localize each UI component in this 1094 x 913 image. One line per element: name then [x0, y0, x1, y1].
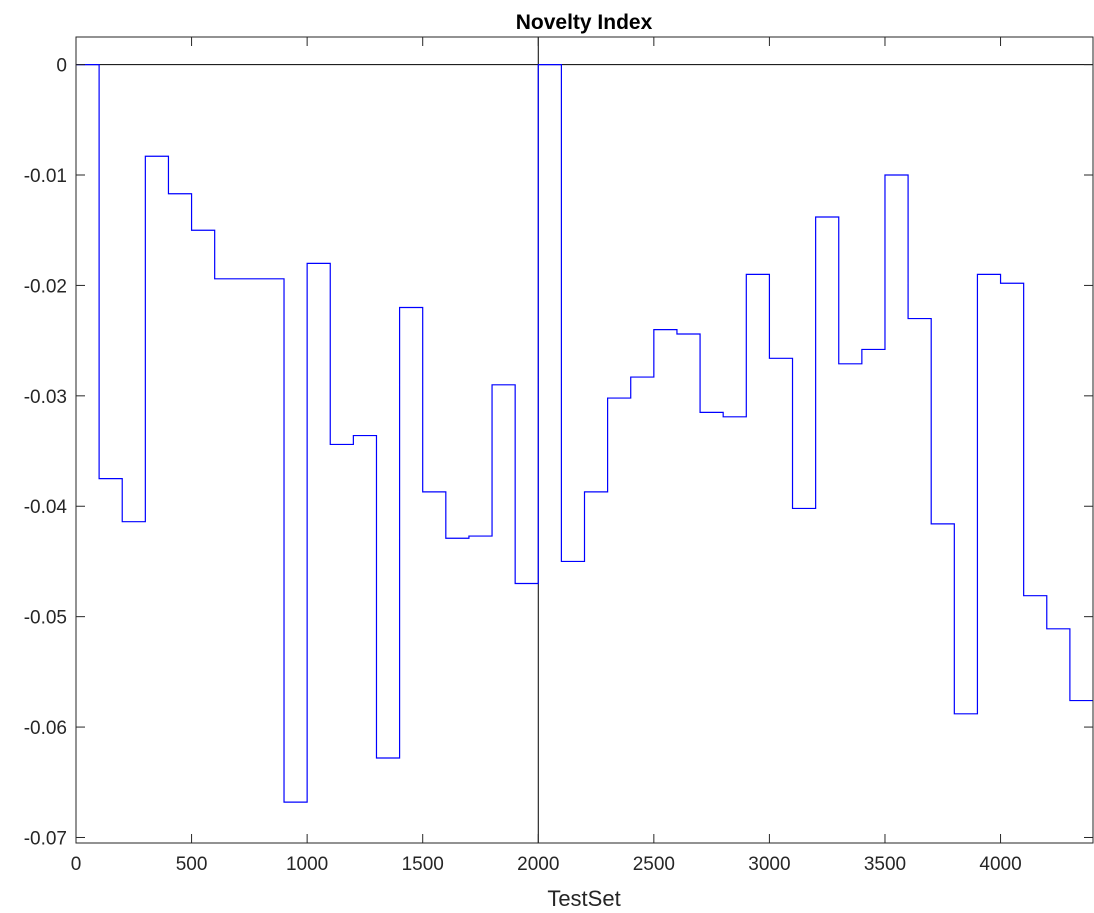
x-tick-label: 1000 [286, 854, 328, 875]
y-tick-label: 0 [56, 56, 67, 77]
plot-area [76, 37, 1093, 843]
plot-frame [75, 36, 1094, 844]
y-tick-label: -0.02 [24, 276, 67, 297]
y-tick-label: -0.01 [24, 166, 67, 187]
y-tick-label: -0.07 [24, 828, 67, 849]
x-tick-label: 2000 [517, 854, 559, 875]
y-tick-label: -0.04 [24, 497, 68, 518]
series-line-0 [76, 63, 1093, 803]
y-tick-label: -0.05 [24, 608, 67, 629]
chart-title: Novelty Index [516, 11, 653, 34]
x-tick-label: 2500 [633, 854, 675, 875]
y-tick-label: -0.03 [24, 387, 67, 408]
x-tick-label: 0 [71, 854, 82, 875]
x-tick-label: 4000 [979, 854, 1021, 875]
x-tick-label: 3000 [748, 854, 790, 875]
x-tick-label: 1500 [402, 854, 444, 875]
x-tick-label: 3500 [864, 854, 906, 875]
x-axis-label: TestSet [547, 886, 620, 911]
x-tick-label: 500 [176, 854, 208, 875]
y-tick-label: -0.06 [24, 718, 67, 739]
